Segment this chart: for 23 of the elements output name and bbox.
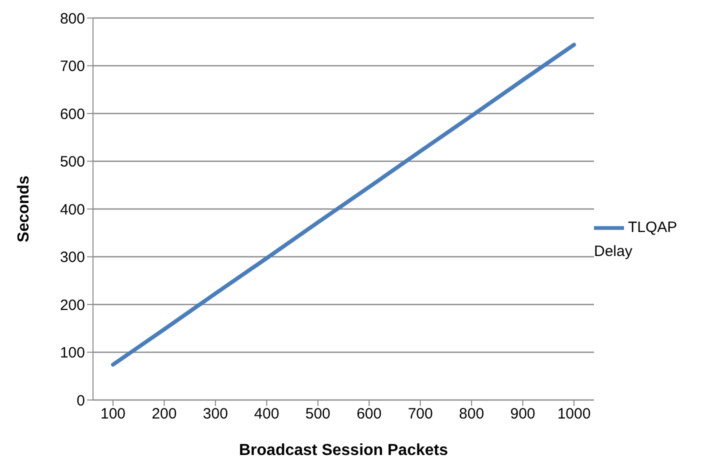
x-tick-label: 800 — [459, 406, 484, 423]
y-tick-label: 500 — [60, 154, 85, 171]
y-tick-label: 300 — [60, 249, 85, 266]
x-tick-label: 200 — [152, 406, 177, 423]
line-series — [111, 42, 576, 367]
y-tick-label: 100 — [60, 344, 85, 362]
y-tick-label: 400 — [60, 201, 85, 218]
x-tick-label: 900 — [510, 406, 536, 423]
y-tick-label: 600 — [60, 106, 85, 123]
x-tick-label: 300 — [202, 406, 228, 423]
y-tick-label: 0 — [76, 392, 85, 410]
x-tick-label: 1000 — [557, 406, 591, 423]
x-tick-label: 100 — [100, 406, 126, 423]
x-axis-title: Broadcast Session Packets — [239, 442, 448, 459]
x-tick-label: 700 — [408, 406, 433, 423]
x-tick-label: 500 — [305, 406, 330, 423]
x-tick-label: 400 — [254, 406, 280, 423]
legend-label: TLQAP Delay — [594, 218, 677, 260]
y-tick-label: 800 — [60, 10, 85, 28]
y-tick-label: 700 — [60, 58, 85, 76]
y-tick-label: 200 — [60, 296, 85, 314]
x-tick-label: 600 — [356, 406, 382, 423]
y-axis-title: Seconds — [16, 176, 33, 242]
